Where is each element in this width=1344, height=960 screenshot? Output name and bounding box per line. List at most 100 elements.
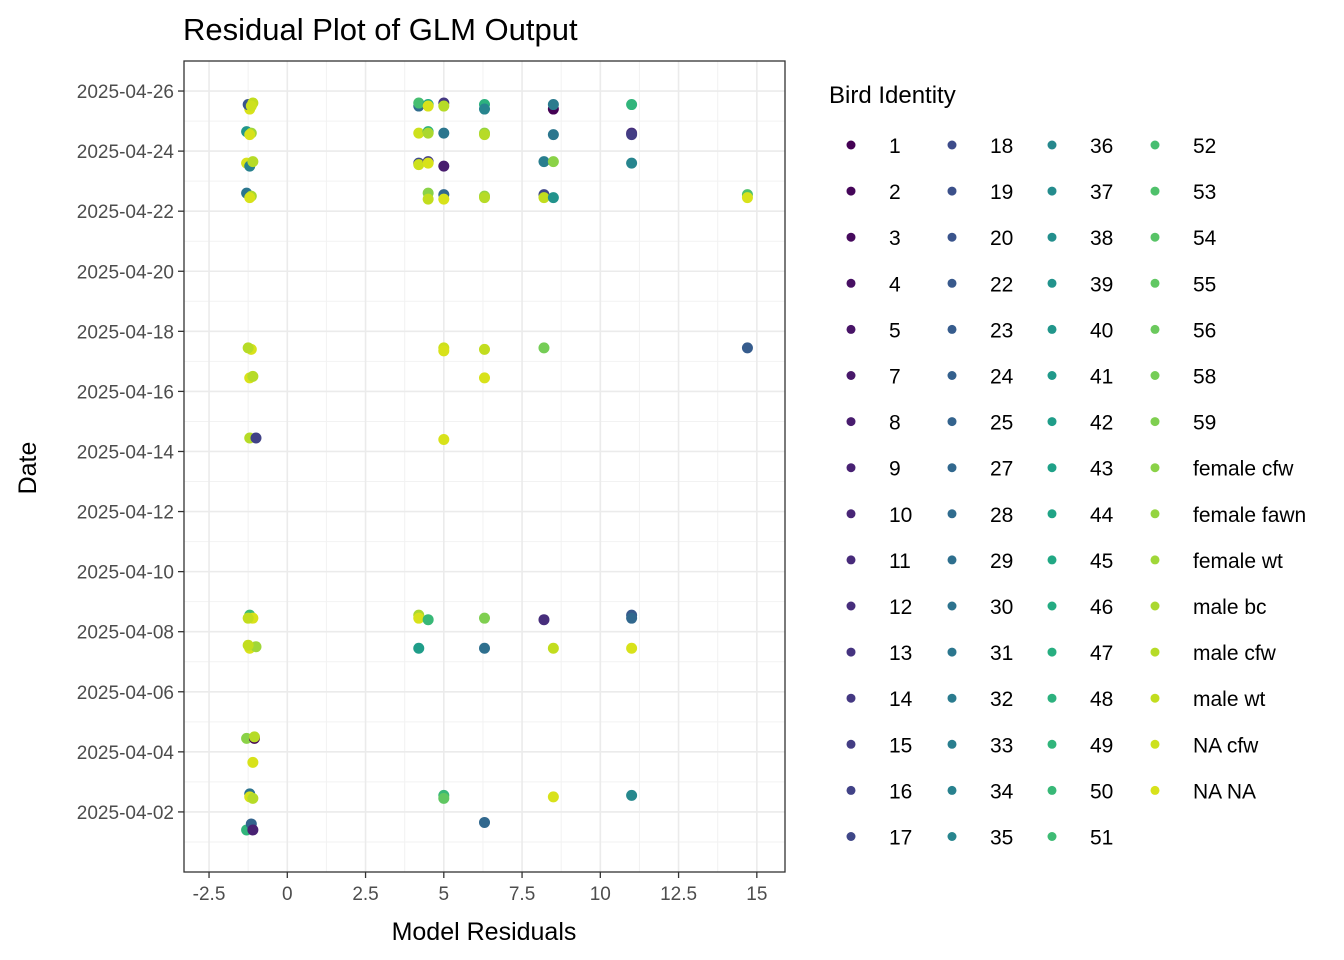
legend-swatch	[846, 601, 856, 611]
legend-swatch	[947, 601, 957, 611]
legend-item: 7	[846, 366, 901, 389]
legend-label: 52	[1193, 135, 1216, 158]
legend-label: 16	[889, 780, 912, 803]
legend-label: 24	[990, 366, 1014, 389]
legend-label: 17	[889, 827, 912, 850]
legend-label: 28	[990, 504, 1013, 527]
y-tick-label: 2025-04-26	[77, 82, 174, 103]
legend-swatch	[846, 371, 856, 380]
legend-item: female wt	[1150, 550, 1283, 573]
data-point	[538, 614, 550, 626]
y-tick-label: 2025-04-10	[77, 563, 174, 584]
legend-item: 44	[1047, 504, 1114, 527]
legend-swatch	[846, 739, 856, 749]
data-point	[242, 342, 254, 354]
data-point	[547, 156, 559, 168]
legend: 1234578910111213141516171819202223242527…	[846, 135, 1306, 850]
legend-swatch	[1150, 232, 1160, 242]
legend-label: 47	[1090, 642, 1113, 665]
legend-label: 3	[889, 227, 901, 250]
legend-label: 11	[889, 550, 911, 573]
x-tick-label: 7.5	[509, 884, 535, 905]
legend-item: 53	[1150, 181, 1216, 204]
legend-item: 10	[846, 504, 912, 527]
panel-background	[184, 61, 785, 872]
legend-swatch	[1047, 140, 1057, 150]
legend-swatch	[1150, 647, 1160, 657]
legend-label: 29	[990, 550, 1013, 573]
legend-swatch	[846, 232, 856, 242]
legend-item: 34	[947, 780, 1014, 803]
legend-label: 39	[1090, 273, 1113, 296]
legend-swatch	[1150, 324, 1160, 334]
y-axis-title: Date	[14, 442, 42, 495]
legend-label: 14	[889, 688, 913, 711]
x-tick-label: 10	[590, 884, 611, 905]
legend-swatch	[947, 463, 957, 473]
data-point	[741, 342, 753, 354]
legend-label: 35	[990, 827, 1013, 850]
legend-label: 34	[990, 780, 1014, 803]
legend-swatch	[1047, 417, 1057, 427]
y-tick-label: 2025-04-20	[77, 262, 174, 283]
legend-swatch	[947, 232, 957, 242]
legend-label: 33	[990, 734, 1013, 757]
legend-item: 3	[846, 227, 901, 250]
legend-label: 59	[1193, 412, 1216, 435]
legend-label: NA NA	[1193, 780, 1256, 803]
data-point	[438, 100, 450, 112]
data-point	[626, 99, 638, 111]
legend-swatch	[947, 278, 957, 288]
data-point	[438, 127, 450, 139]
legend-swatch	[846, 186, 856, 196]
legend-item: 50	[1047, 780, 1113, 803]
legend-label: 25	[990, 412, 1013, 435]
legend-swatch	[1047, 278, 1057, 288]
plot-panel	[183, 60, 786, 873]
legend-item: 15	[846, 734, 912, 757]
legend-item: 30	[947, 596, 1013, 619]
y-tick-label: 2025-04-08	[77, 623, 174, 644]
legend-label: 51	[1090, 827, 1113, 850]
legend-label: 36	[1090, 135, 1113, 158]
legend-label: female cfw	[1193, 458, 1294, 481]
legend-swatch	[947, 693, 957, 703]
legend-item: 2	[846, 181, 901, 204]
legend-item: 31	[947, 642, 1013, 665]
data-point	[538, 192, 550, 204]
legend-label: 42	[1090, 412, 1113, 435]
legend-label: 2	[889, 181, 901, 204]
legend-item: 36	[1047, 135, 1113, 158]
legend-swatch	[1150, 463, 1160, 473]
legend-item: male cfw	[1150, 642, 1277, 665]
data-point	[413, 127, 425, 139]
legend-item: 46	[1047, 596, 1113, 619]
legend-swatch	[1150, 417, 1160, 427]
x-tick-label: 5	[439, 884, 450, 905]
y-tick-label: 2025-04-14	[77, 442, 175, 463]
legend-label: 43	[1090, 458, 1113, 481]
legend-label: 48	[1090, 688, 1113, 711]
legend-label: 8	[889, 412, 901, 435]
data-point	[242, 639, 254, 651]
y-tick-label: 2025-04-06	[77, 683, 174, 704]
data-point	[247, 370, 259, 382]
legend-swatch	[846, 140, 856, 150]
legend-swatch	[846, 463, 856, 473]
y-tick-label: 2025-04-18	[77, 322, 174, 343]
legend-label: male cfw	[1193, 642, 1277, 665]
y-tick-label: 2025-04-04	[77, 743, 175, 764]
data-point	[247, 756, 259, 768]
legend-item: 17	[846, 827, 912, 850]
legend-item: 43	[1047, 458, 1113, 481]
legend-swatch	[1047, 693, 1057, 703]
legend-item: 23	[947, 319, 1013, 342]
x-tick-label: -2.5	[193, 884, 226, 905]
legend-swatch	[1150, 278, 1160, 288]
data-point	[547, 791, 559, 803]
legend-label: 5	[889, 319, 901, 342]
legend-swatch	[1047, 647, 1057, 657]
legend-label: female fawn	[1193, 504, 1306, 527]
legend-item: 18	[947, 135, 1013, 158]
legend-label: NA cfw	[1193, 734, 1259, 757]
